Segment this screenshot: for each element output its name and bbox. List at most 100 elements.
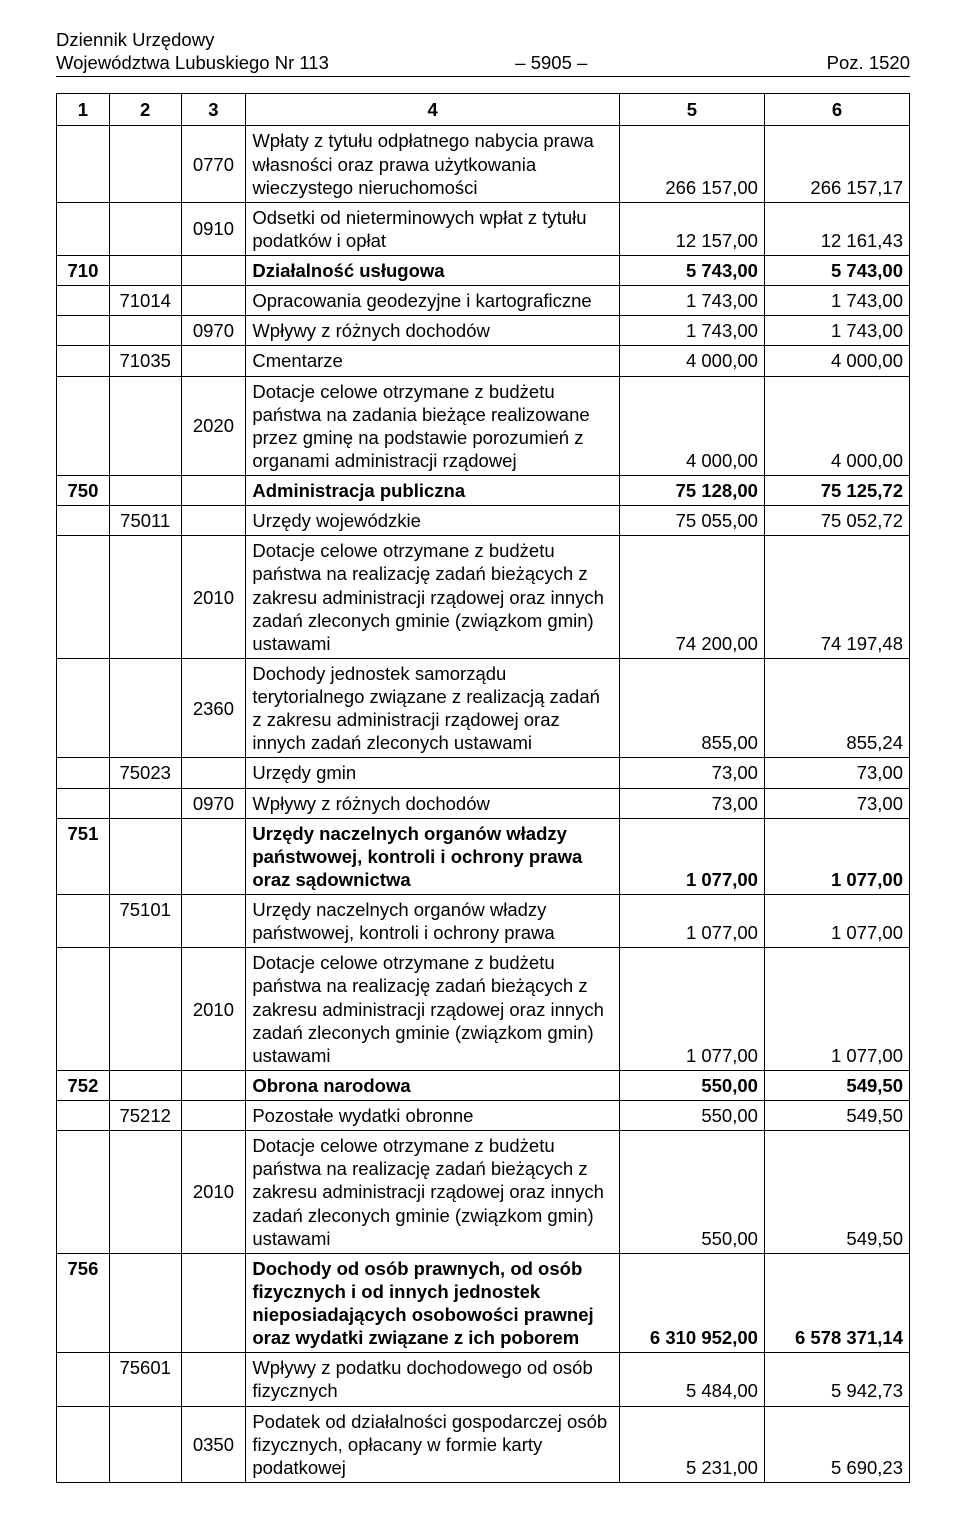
cell-col2: 71014 xyxy=(109,286,181,316)
cell-col1 xyxy=(57,536,110,659)
cell-value-6: 1 077,00 xyxy=(764,895,909,948)
cell-col2 xyxy=(109,256,181,286)
cell-col2 xyxy=(109,1131,181,1254)
cell-col3 xyxy=(181,346,246,376)
table-row: 2010Dotacje celowe otrzymane z budżetu p… xyxy=(57,536,910,659)
cell-description: Dotacje celowe otrzymane z budżetu państ… xyxy=(246,1131,620,1254)
budget-table: 1 2 3 4 5 6 0770Wpłaty z tytułu odpłatne… xyxy=(56,93,910,1483)
cell-col3 xyxy=(181,256,246,286)
col-header-4: 4 xyxy=(246,94,620,126)
cell-col1 xyxy=(57,202,110,255)
cell-col3: 0770 xyxy=(181,126,246,202)
cell-value-6: 549,50 xyxy=(764,1070,909,1100)
cell-col1 xyxy=(57,376,110,476)
cell-col2 xyxy=(109,658,181,758)
cell-description: Urzędy wojewódzkie xyxy=(246,506,620,536)
table-row: 750Administracja publiczna75 128,0075 12… xyxy=(57,476,910,506)
cell-col3: 0970 xyxy=(181,788,246,818)
cell-value-5: 550,00 xyxy=(619,1101,764,1131)
cell-col3 xyxy=(181,286,246,316)
table-row: 710Działalność usługowa5 743,005 743,00 xyxy=(57,256,910,286)
cell-col2: 75212 xyxy=(109,1101,181,1131)
cell-value-5: 73,00 xyxy=(619,758,764,788)
table-row: 75101 Urzędy naczelnych organów władzy pa… xyxy=(57,895,910,948)
cell-col1 xyxy=(57,758,110,788)
cell-description: Wpłaty z tytułu odpłatnego nabycia prawa… xyxy=(246,126,620,202)
cell-col2 xyxy=(109,376,181,476)
cell-value-6: 5 743,00 xyxy=(764,256,909,286)
cell-col3: 2010 xyxy=(181,948,246,1071)
cell-value-6: 73,00 xyxy=(764,758,909,788)
cell-col3 xyxy=(181,1070,246,1100)
cell-col1 xyxy=(57,126,110,202)
cell-col1 xyxy=(57,788,110,818)
cell-value-6: 4 000,00 xyxy=(764,376,909,476)
table-row: 0970Wpływy z różnych dochodów73,0073,00 xyxy=(57,788,910,818)
cell-col2 xyxy=(109,126,181,202)
cell-col3: 0910 xyxy=(181,202,246,255)
cell-value-6: 1 743,00 xyxy=(764,316,909,346)
table-row: 0770Wpłaty z tytułu odpłatnego nabycia p… xyxy=(57,126,910,202)
table-row: 75212Pozostałe wydatki obronne550,00549,… xyxy=(57,1101,910,1131)
cell-col3: 2010 xyxy=(181,536,246,659)
table-row: 751Urzędy naczelnych organów władzy pańs… xyxy=(57,818,910,894)
cell-description: Dotacje celowe otrzymane z budżetu państ… xyxy=(246,536,620,659)
cell-description: Urzędy naczelnych organów władzy państwo… xyxy=(246,895,620,948)
cell-value-5: 855,00 xyxy=(619,658,764,758)
cell-col3 xyxy=(181,506,246,536)
col-header-5: 5 xyxy=(619,94,764,126)
table-header-row: 1 2 3 4 5 6 xyxy=(57,94,910,126)
cell-col1: 756 xyxy=(57,1253,110,1353)
cell-col3: 2010 xyxy=(181,1131,246,1254)
col-header-6: 6 xyxy=(764,94,909,126)
cell-col1 xyxy=(57,506,110,536)
cell-description: Cmentarze xyxy=(246,346,620,376)
cell-value-5: 1 077,00 xyxy=(619,948,764,1071)
cell-value-5: 73,00 xyxy=(619,788,764,818)
cell-value-6: 549,50 xyxy=(764,1101,909,1131)
cell-col2: 75023 xyxy=(109,758,181,788)
cell-value-5: 1 743,00 xyxy=(619,286,764,316)
cell-value-5: 1 077,00 xyxy=(619,818,764,894)
col-header-3: 3 xyxy=(181,94,246,126)
table-row: 71014 Opracowania geodezyjne i kartografi… xyxy=(57,286,910,316)
cell-col3: 0350 xyxy=(181,1406,246,1482)
cell-description: Wpływy z różnych dochodów xyxy=(246,788,620,818)
table-row: 0910Odsetki od nieterminowych wpłat z ty… xyxy=(57,202,910,255)
table-row: 75601Wpływy z podatku dochodowego od osó… xyxy=(57,1353,910,1406)
table-row: 752Obrona narodowa550,00549,50 xyxy=(57,1070,910,1100)
cell-col3 xyxy=(181,1353,246,1406)
cell-value-6: 75 125,72 xyxy=(764,476,909,506)
cell-value-5: 550,00 xyxy=(619,1070,764,1100)
col-header-2: 2 xyxy=(109,94,181,126)
table-row: 75023Urzędy gmin73,0073,00 xyxy=(57,758,910,788)
cell-col2: 75101 xyxy=(109,895,181,948)
cell-value-6: 6 578 371,14 xyxy=(764,1253,909,1353)
table-row: 756Dochody od osób prawnych, od osób fiz… xyxy=(57,1253,910,1353)
cell-col3: 2360 xyxy=(181,658,246,758)
cell-value-6: 1 077,00 xyxy=(764,818,909,894)
cell-value-5: 5 231,00 xyxy=(619,1406,764,1482)
cell-description: Urzędy naczelnych organów władzy państwo… xyxy=(246,818,620,894)
cell-col1 xyxy=(57,895,110,948)
col-header-1: 1 xyxy=(57,94,110,126)
table-row: 2360Dochody jednostek samorządu terytori… xyxy=(57,658,910,758)
cell-description: Administracja publiczna xyxy=(246,476,620,506)
cell-description: Wpływy z różnych dochodów xyxy=(246,316,620,346)
cell-col2: 71035 xyxy=(109,346,181,376)
cell-col3 xyxy=(181,895,246,948)
cell-description: Urzędy gmin xyxy=(246,758,620,788)
header-journal-number: Województwa Lubuskiego Nr 113 xyxy=(56,51,466,74)
table-body: 0770Wpłaty z tytułu odpłatnego nabycia p… xyxy=(57,126,910,1483)
cell-col1 xyxy=(57,1353,110,1406)
cell-value-5: 4 000,00 xyxy=(619,376,764,476)
cell-col2: 75011 xyxy=(109,506,181,536)
cell-description: Dochody jednostek samorządu terytorialne… xyxy=(246,658,620,758)
cell-col2 xyxy=(109,788,181,818)
cell-col1 xyxy=(57,346,110,376)
cell-col2 xyxy=(109,1253,181,1353)
cell-col2 xyxy=(109,536,181,659)
cell-description: Opracowania geodezyjne i kartograficzne xyxy=(246,286,620,316)
cell-description: Wpływy z podatku dochodowego od osób fiz… xyxy=(246,1353,620,1406)
cell-value-5: 5 743,00 xyxy=(619,256,764,286)
